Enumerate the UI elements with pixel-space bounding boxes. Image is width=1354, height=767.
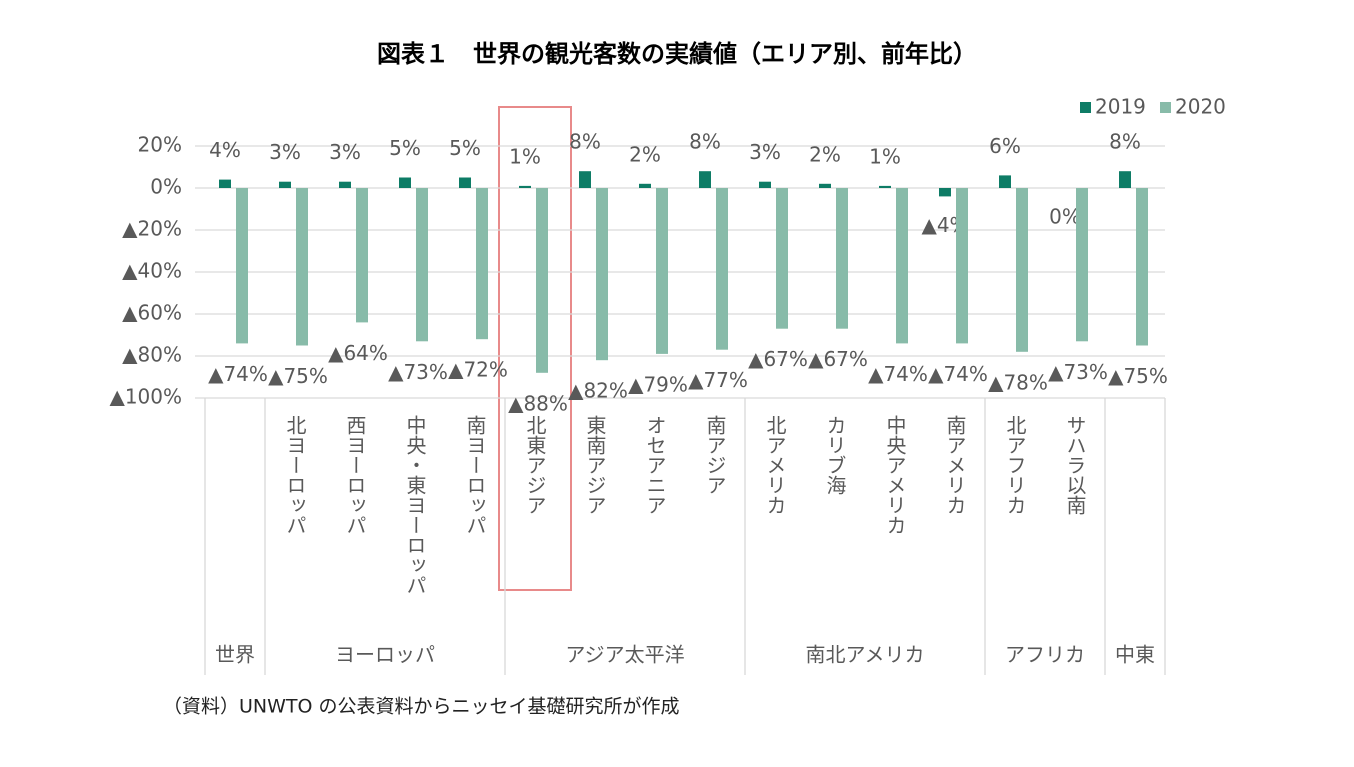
bar: [956, 188, 968, 344]
x-tick-label: オセアニア: [643, 415, 667, 515]
bar: [459, 177, 471, 188]
bar: [236, 188, 248, 344]
bar: [656, 188, 668, 354]
legend-swatch: [1160, 102, 1171, 113]
data-label: ▲72%: [448, 358, 508, 382]
bar: [279, 181, 291, 188]
data-label: ▲64%: [328, 341, 388, 365]
data-label: ▲77%: [688, 368, 748, 392]
group-label: ヨーロッパ: [335, 643, 435, 667]
data-label: ▲82%: [568, 379, 628, 403]
group-label: アフリカ: [1005, 643, 1085, 667]
data-label: 0%: [1049, 205, 1081, 229]
legend-swatch: [1080, 102, 1091, 113]
data-label: ▲75%: [268, 364, 328, 388]
bar: [759, 181, 771, 188]
y-tick-label: ▲40%: [122, 259, 182, 283]
y-tick-label: ▲60%: [122, 301, 182, 325]
legend-label: 2019: [1095, 95, 1146, 119]
bar: [356, 188, 368, 323]
data-label: ▲67%: [748, 347, 808, 371]
bar: [836, 188, 848, 329]
x-tick-label: 北アフリカ: [1003, 415, 1027, 515]
bar: [1076, 188, 1088, 342]
data-label: 8%: [569, 130, 601, 154]
bar: [699, 171, 711, 188]
bar: [339, 181, 351, 188]
data-label: ▲74%: [928, 362, 988, 386]
x-tick-label: 北ヨーロッパ: [283, 415, 307, 535]
x-tick-label: 東南アジア: [583, 415, 607, 515]
bar: [1016, 188, 1028, 352]
bar: [776, 188, 788, 329]
bar: [476, 188, 488, 340]
y-tick-label: ▲80%: [122, 343, 182, 367]
data-label: 2%: [629, 142, 661, 166]
x-tick-label: 北東アジア: [523, 415, 547, 515]
bar: [999, 175, 1011, 188]
data-label: 8%: [689, 130, 721, 154]
bar: [416, 188, 428, 342]
x-tick-label: 南ヨーロッパ: [463, 415, 487, 535]
data-label: 1%: [869, 144, 901, 168]
bar: [536, 188, 548, 373]
bar: [819, 183, 831, 188]
data-label: ▲74%: [208, 362, 268, 386]
data-label: 2%: [809, 142, 841, 166]
data-label: ▲79%: [628, 372, 688, 396]
bar: [639, 183, 651, 188]
data-label: 5%: [389, 136, 421, 160]
bar: [219, 179, 231, 188]
bar: [596, 188, 608, 361]
data-label: 8%: [1109, 130, 1141, 154]
x-tick-label: 北アメリカ: [763, 415, 787, 515]
y-tick-label: ▲20%: [122, 217, 182, 241]
y-tick-label: ▲100%: [109, 385, 182, 409]
data-label: ▲78%: [988, 370, 1048, 394]
y-tick-label: 20%: [138, 133, 182, 157]
legend-label: 2020: [1175, 95, 1226, 119]
bar: [519, 185, 531, 188]
x-tick-label: 南アメリカ: [943, 415, 967, 515]
data-label: 5%: [449, 136, 481, 160]
bar: [399, 177, 411, 188]
bar: [579, 171, 591, 188]
bar: [1119, 171, 1131, 188]
data-label: ▲88%: [508, 391, 568, 415]
bar: [716, 188, 728, 350]
data-label: 3%: [329, 140, 361, 164]
y-tick-label: 0%: [150, 175, 182, 199]
data-label: 1%: [509, 144, 541, 168]
data-label: 4%: [209, 138, 241, 162]
group-label: 南北アメリカ: [806, 643, 925, 667]
bar: [879, 185, 891, 188]
x-tick-label: 西ヨーロッパ: [343, 415, 367, 535]
group-label: アジア太平洋: [565, 643, 684, 667]
x-tick-label: 中央・東ヨーロッパ: [403, 415, 427, 595]
data-label: ▲73%: [388, 360, 448, 384]
bar: [296, 188, 308, 346]
bar: [896, 188, 908, 344]
x-tick-label: カリブ海: [823, 415, 847, 495]
data-label: ▲75%: [1108, 364, 1168, 388]
data-label: 6%: [989, 134, 1021, 158]
data-label: 3%: [269, 140, 301, 164]
x-tick-label: 中央アメリカ: [883, 415, 907, 535]
x-tick-label: サハラ以南: [1063, 415, 1087, 515]
source-note: （資料）UNWTO の公表資料からニッセイ基礎研究所が作成: [163, 696, 680, 718]
x-tick-label: 南アジア: [703, 415, 727, 495]
group-label: 世界: [215, 643, 255, 667]
data-label: ▲74%: [868, 362, 928, 386]
bar: [939, 188, 951, 197]
data-label: ▲73%: [1048, 360, 1108, 384]
chart-title: 図表１ 世界の観光客数の実績値（エリア別、前年比）: [377, 40, 977, 68]
highlight-box: [498, 106, 572, 591]
group-label: 中東: [1115, 643, 1155, 667]
data-label: ▲67%: [808, 347, 868, 371]
data-label: 3%: [749, 140, 781, 164]
bar: [1136, 188, 1148, 346]
